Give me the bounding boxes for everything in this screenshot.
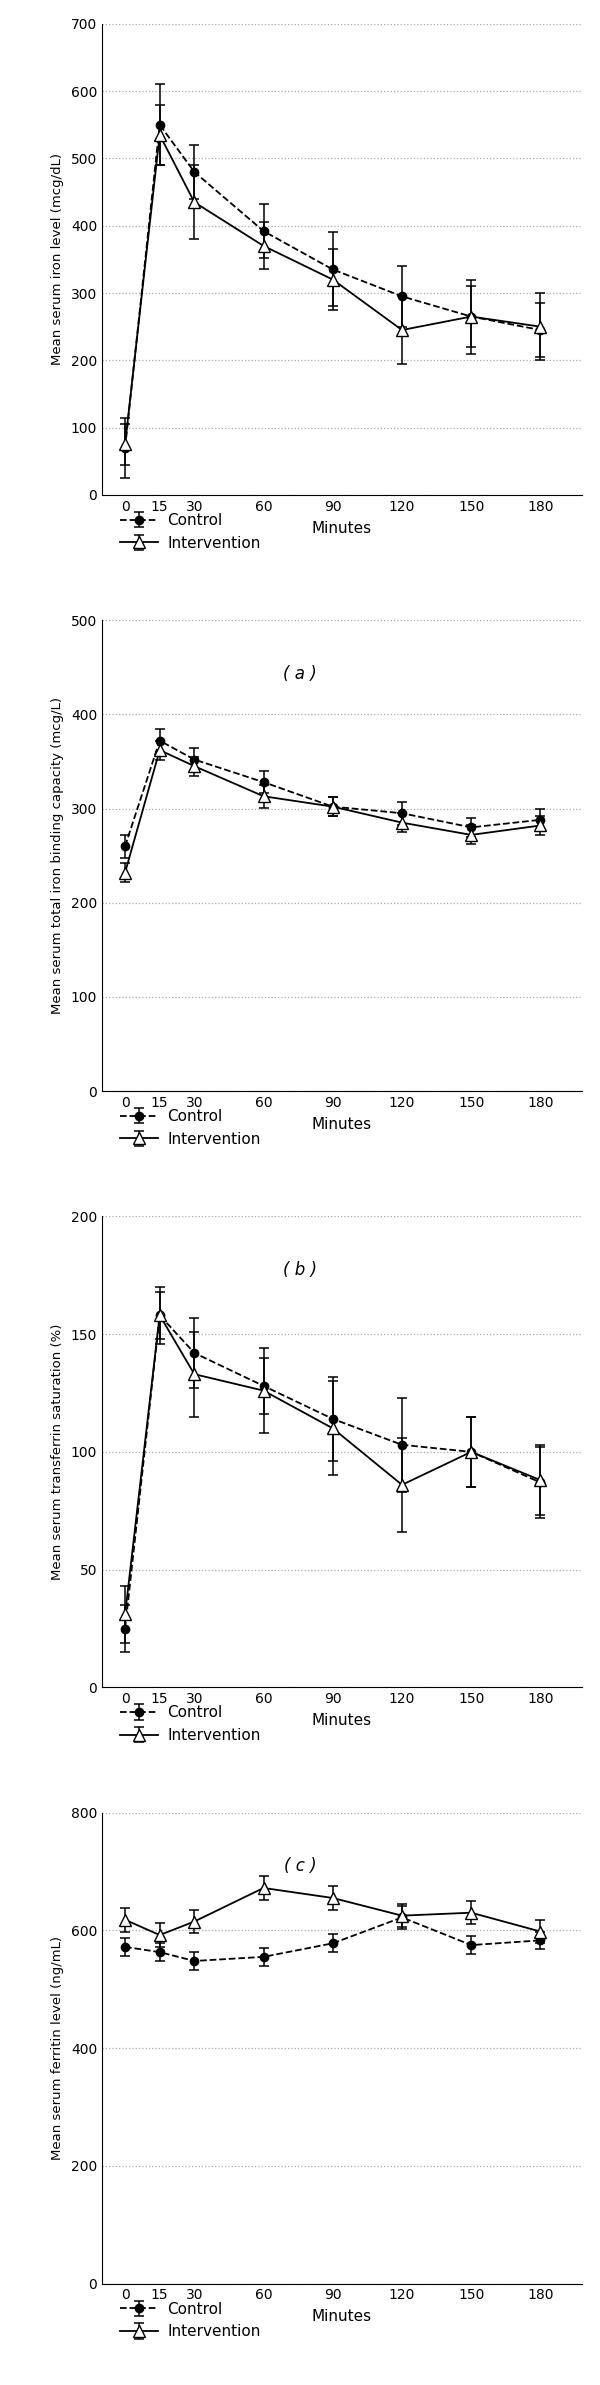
Y-axis label: Mean serum ferritin level (ng/mL): Mean serum ferritin level (ng/mL) (51, 1937, 64, 2161)
Y-axis label: Mean serum total iron binding capacity (mcg/L): Mean serum total iron binding capacity (… (51, 696, 64, 1014)
Y-axis label: Mean serum iron level (mcg/dL): Mean serum iron level (mcg/dL) (51, 153, 64, 365)
X-axis label: Minutes: Minutes (312, 2309, 372, 2325)
Text: ( b ): ( b ) (283, 1262, 317, 1278)
Legend: Control, Intervention: Control, Intervention (114, 1698, 267, 1748)
Text: ( a ): ( a ) (283, 665, 317, 682)
Legend: Control, Intervention: Control, Intervention (114, 2294, 267, 2344)
X-axis label: Minutes: Minutes (312, 1116, 372, 1133)
Y-axis label: Mean serum transferrin saturation (%): Mean serum transferrin saturation (%) (51, 1324, 64, 1579)
X-axis label: Minutes: Minutes (312, 520, 372, 537)
X-axis label: Minutes: Minutes (312, 1712, 372, 1729)
Legend: Control, Intervention: Control, Intervention (114, 508, 267, 556)
Legend: Control, Intervention: Control, Intervention (114, 1102, 267, 1152)
Text: ( c ): ( c ) (284, 1858, 316, 1875)
